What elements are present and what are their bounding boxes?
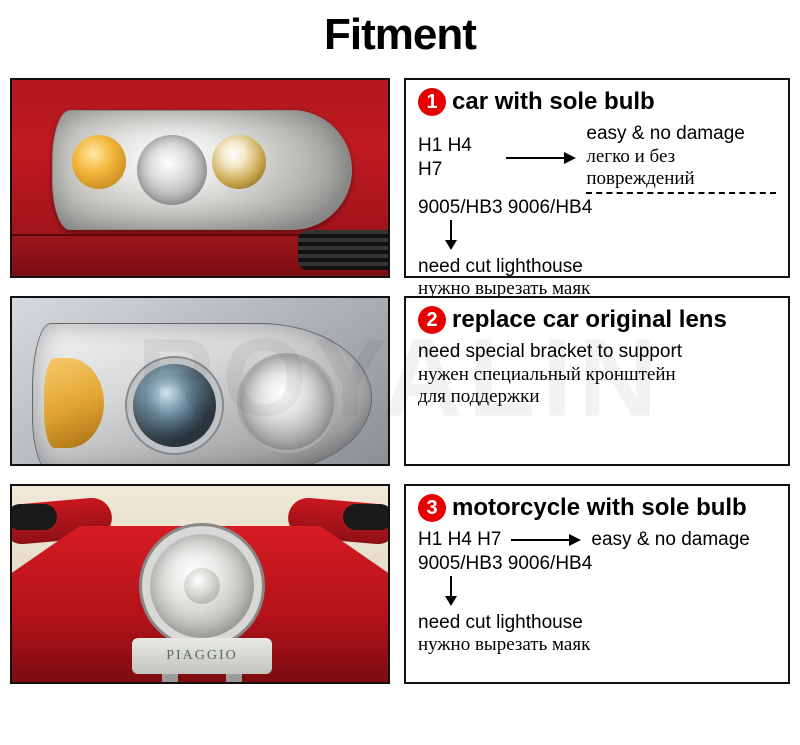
need-ru1-2: нужен специальный кронштейн xyxy=(418,364,776,386)
text-box-2: 2 replace car original lens need special… xyxy=(404,296,790,466)
badge-3: 3 xyxy=(418,494,446,522)
need-en-2: need special bracket to support xyxy=(418,340,776,364)
title-3: motorcycle with sole bulb xyxy=(452,494,747,522)
cut-en-3: need cut lighthouse xyxy=(418,611,776,635)
badge-1: 1 xyxy=(418,88,446,116)
cut-ru-3: нужно вырезать маяк xyxy=(418,634,776,656)
text-box-1: 1 car with sole bulb H1 H4 H7 easy & no … xyxy=(404,78,790,278)
text-box-3: 3 motorcycle with sole bulb H1 H4 H7 eas… xyxy=(404,484,790,684)
row-1: 1 car with sole bulb H1 H4 H7 easy & no … xyxy=(10,78,790,278)
cut-en-1: need cut lighthouse xyxy=(418,255,776,279)
title-1: car with sole bulb xyxy=(452,88,655,116)
bulbs-a-1: H1 H4 H7 xyxy=(418,134,496,182)
row-2: 2 replace car original lens need special… xyxy=(10,296,790,466)
bulbs-a-3: H1 H4 H7 xyxy=(418,528,501,552)
arrow-down-icon xyxy=(444,220,458,250)
easy-en-1: easy & no damage xyxy=(586,122,776,146)
bulbs-b-3: 9005/HB3 9006/HB4 xyxy=(418,552,776,576)
easy-ru-1: легко и без повреждений xyxy=(586,146,776,194)
easy-en-3: easy & no damage xyxy=(591,528,749,552)
row-3: PIAGGIO 3 motorcycle with sole bulb H1 H… xyxy=(10,484,790,684)
image-car-lens xyxy=(10,296,390,466)
badge-2: 2 xyxy=(418,306,446,334)
title-2: replace car original lens xyxy=(452,306,727,334)
heading-fitment: Fitment xyxy=(0,10,800,60)
arrow-icon xyxy=(511,533,581,547)
rows-container: 1 car with sole bulb H1 H4 H7 easy & no … xyxy=(0,78,800,684)
scooter-badge: PIAGGIO xyxy=(132,638,272,674)
image-car-sole-bulb xyxy=(10,78,390,278)
image-motorcycle: PIAGGIO xyxy=(10,484,390,684)
arrow-down-icon xyxy=(444,576,458,606)
bulbs-b-1: 9005/HB3 9006/HB4 xyxy=(418,196,776,220)
arrow-icon xyxy=(506,151,576,165)
need-ru2-2: для поддержки xyxy=(418,386,776,408)
